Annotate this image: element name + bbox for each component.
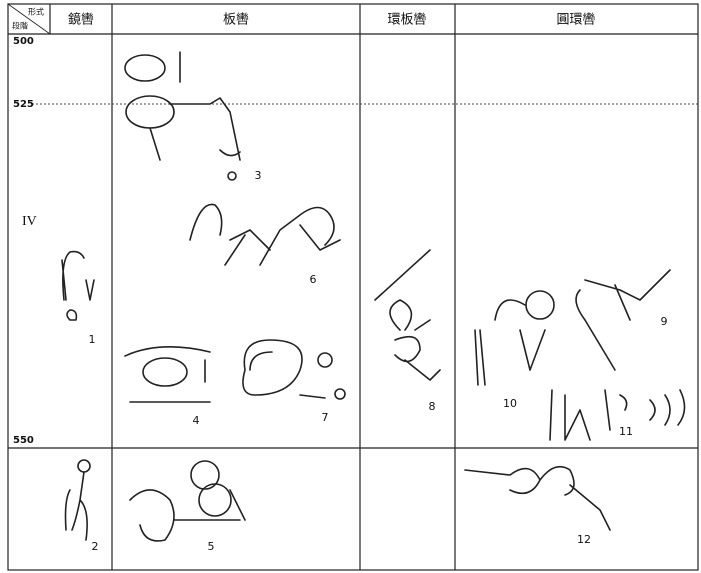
corner-diagonal — [7, 3, 51, 35]
figure-numbers: 1 2 3 4 5 6 7 8 9 10 11 12 — [89, 169, 668, 553]
figure-number: 4 — [193, 414, 200, 427]
year-label: 500 — [13, 36, 34, 47]
table-grid — [7, 3, 699, 571]
figure-number: 2 — [92, 540, 99, 553]
figure-number: 8 — [429, 400, 436, 413]
corner-label: 形式 — [28, 7, 44, 17]
figure-number: 12 — [577, 533, 591, 546]
column-header: 鏡轡 — [68, 13, 94, 28]
figure-number: 11 — [619, 425, 633, 438]
corner-label: 段階 — [12, 21, 28, 31]
figure-number: 6 — [310, 273, 317, 286]
column-header: 板轡 — [223, 13, 249, 28]
figure-number: 7 — [322, 411, 329, 424]
year-label: 550 — [13, 435, 34, 446]
figure-number: 3 — [255, 169, 262, 182]
column-header: 環板轡 — [387, 13, 426, 28]
figure-number: 10 — [503, 397, 517, 410]
figure-number: 1 — [89, 333, 96, 346]
column-header: 圓環轡 — [556, 13, 595, 28]
artifact-drawings — [61, 51, 686, 542]
year-label: 525 — [13, 99, 34, 110]
figure-number: 5 — [208, 540, 215, 553]
figure-number: 9 — [661, 315, 668, 328]
table-border — [7, 3, 699, 571]
phase-label: IV — [22, 214, 37, 229]
